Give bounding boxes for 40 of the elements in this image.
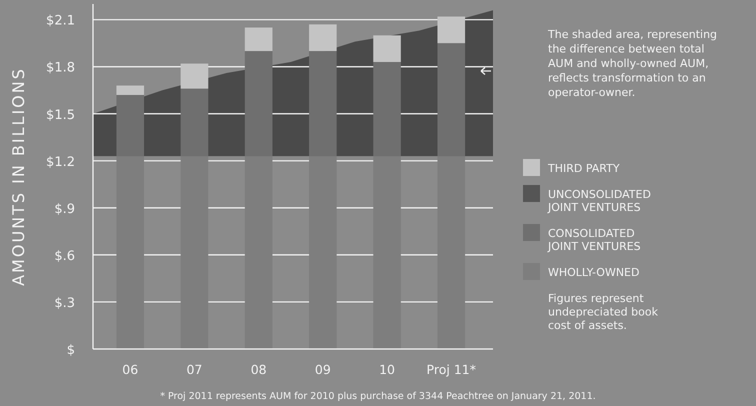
x-tick-label: Proj 11* (426, 362, 476, 377)
bar (309, 51, 337, 156)
y-tick-label: $.6 (54, 248, 75, 264)
y-tick-label: $1.5 (46, 108, 75, 123)
legend-label: WHOLLY-OWNED (548, 266, 640, 279)
text: The shaded area, representing the difference between total AUM and wholly-owned AUM, reflects transformation to an operator-owner. (547, 28, 718, 99)
bar (244, 51, 272, 156)
bar (373, 62, 401, 156)
bar (180, 88, 208, 156)
x-tick-label: 09 (314, 362, 331, 377)
legend-label: UNCONSOLIDATED JOINT VENTURES (547, 188, 651, 214)
bar (309, 156, 337, 349)
x-tick-label: 10 (379, 362, 396, 377)
legend-label: CONSOLIDATED JOINT VENTURES (547, 227, 641, 253)
legend-label: THIRD PARTY (547, 162, 620, 175)
bar (437, 156, 466, 349)
bar (373, 35, 401, 62)
y-tick-label: $.9 (54, 202, 75, 217)
text: * Proj 2011 represents AUM for 2010 plus purchase of 3344 Peachtree on January 21, 2011. (160, 391, 596, 402)
y-tick-label: $ (66, 343, 75, 358)
bar (180, 64, 208, 89)
bar (309, 24, 337, 52)
bar (116, 86, 144, 95)
y-tick-label: $.3 (54, 296, 75, 311)
bar (437, 43, 466, 156)
bar (373, 156, 401, 349)
bar (244, 28, 272, 52)
x-tick-label: 07 (186, 362, 202, 377)
y-tick-label: $1.8 (46, 60, 75, 76)
bar (180, 156, 208, 349)
bar (116, 94, 144, 156)
x-tick-label: 08 (250, 362, 267, 377)
bar (437, 16, 466, 44)
y-axis-title: AMOUNTS IN BILLIONS (9, 67, 28, 286)
bar (244, 156, 272, 349)
y-tick-label: $2.1 (46, 14, 75, 29)
x-tick-label: 06 (122, 362, 138, 377)
y-tick-label: $1.2 (46, 154, 75, 170)
text: Figures represent undepreciated book cost of assets. (548, 292, 659, 332)
bar (116, 156, 144, 349)
